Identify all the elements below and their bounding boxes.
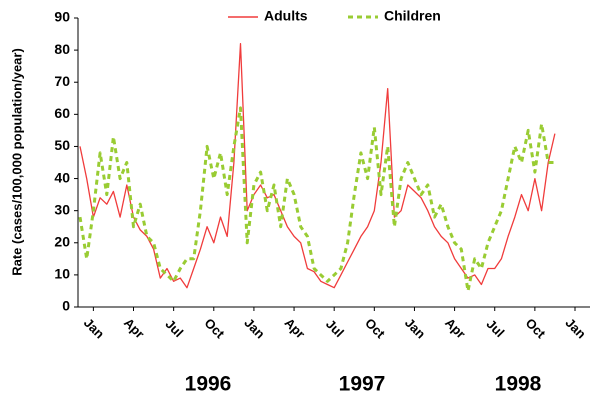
x-tick-label: Apr (282, 315, 308, 341)
y-tick-label: 80 (54, 41, 70, 57)
x-tick-label: Oct (202, 315, 228, 341)
x-tick-label: Jan (402, 315, 428, 341)
y-tick-label: 10 (54, 266, 70, 282)
x-tick-label: Apr (121, 315, 147, 341)
x-tick-label: Jan (563, 315, 589, 341)
x-tick-label: Jan (81, 315, 107, 341)
y-tick-label: 40 (54, 169, 70, 185)
x-tick-label: Jul (323, 316, 347, 340)
legend-label: Children (384, 8, 441, 24)
y-tick-label: 70 (54, 73, 70, 89)
y-axis-label: Rate (cases/100,000 population/year) (9, 48, 24, 276)
x-tick-label: Jan (241, 315, 267, 341)
y-tick-label: 0 (62, 298, 70, 314)
x-tick-label: Jul (162, 316, 186, 340)
y-tick-label: 60 (54, 105, 70, 121)
x-tick-label: Oct (523, 315, 549, 341)
y-tick-label: 50 (54, 137, 70, 153)
legend-label: Adults (264, 8, 308, 24)
x-tick-label: Oct (362, 315, 388, 341)
series-line (79, 43, 556, 289)
y-tick-label: 20 (54, 233, 70, 249)
year-label: 1997 (339, 373, 386, 396)
year-label: 1996 (185, 373, 232, 396)
y-tick-label: 30 (54, 201, 70, 217)
y-tick-label: 90 (54, 9, 70, 25)
year-label: 1998 (495, 373, 542, 396)
x-tick-label: Jul (484, 316, 508, 340)
x-tick-label: Apr (442, 315, 468, 341)
series-line (78, 106, 555, 293)
